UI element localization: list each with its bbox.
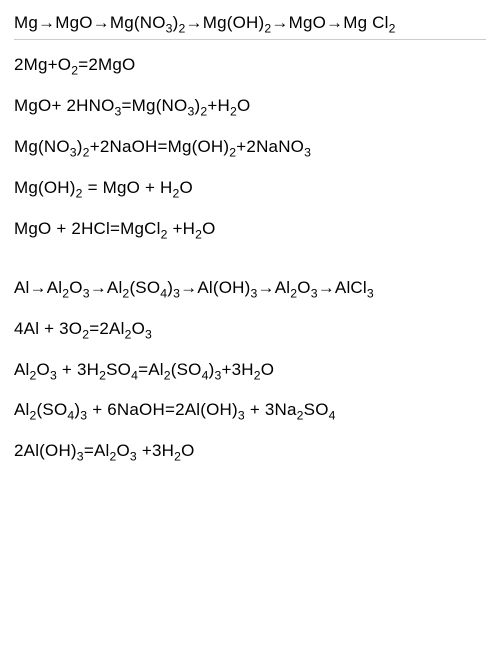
equation-line-6: Al→Al2O3→Al2(SO4)3→Al(OH)3→Al2O3→AlCl3 xyxy=(14,277,486,300)
equation-line-9: Al2(SO4)3 + 6NaOH=2Al(OH)3 + 3Na2SO4 xyxy=(14,399,486,422)
equation-line-8: Al2O3 + 3H2SO4=Al2(SO4)3+3H2O xyxy=(14,359,486,382)
equation-line-7: 4Al + 3O2=2Al2O3 xyxy=(14,318,486,341)
equation-line-0: Mg→MgO→Mg(NO3)2→Mg(OH)2→MgO→Mg Cl2 xyxy=(14,12,486,40)
equation-line-4: Mg(OH)2 = MgO + H2O xyxy=(14,177,486,200)
equation-line-5: MgO + 2HCl=MgCl2 +H2O xyxy=(14,218,486,241)
equation-line-1: 2Mg+O2=2MgO xyxy=(14,54,486,77)
equation-line-2: MgO+ 2HNO3=Mg(NO3)2+H2O xyxy=(14,95,486,118)
equation-line-3: Mg(NO3)2+2NaOH=Mg(OH)2+2NaNO3 xyxy=(14,136,486,159)
equation-line-10: 2Al(OH)3=Al2O3 +3H2O xyxy=(14,440,486,463)
chemistry-equations-container: Mg→MgO→Mg(NO3)2→Mg(OH)2→MgO→Mg Cl2 2Mg+O2… xyxy=(14,12,486,463)
